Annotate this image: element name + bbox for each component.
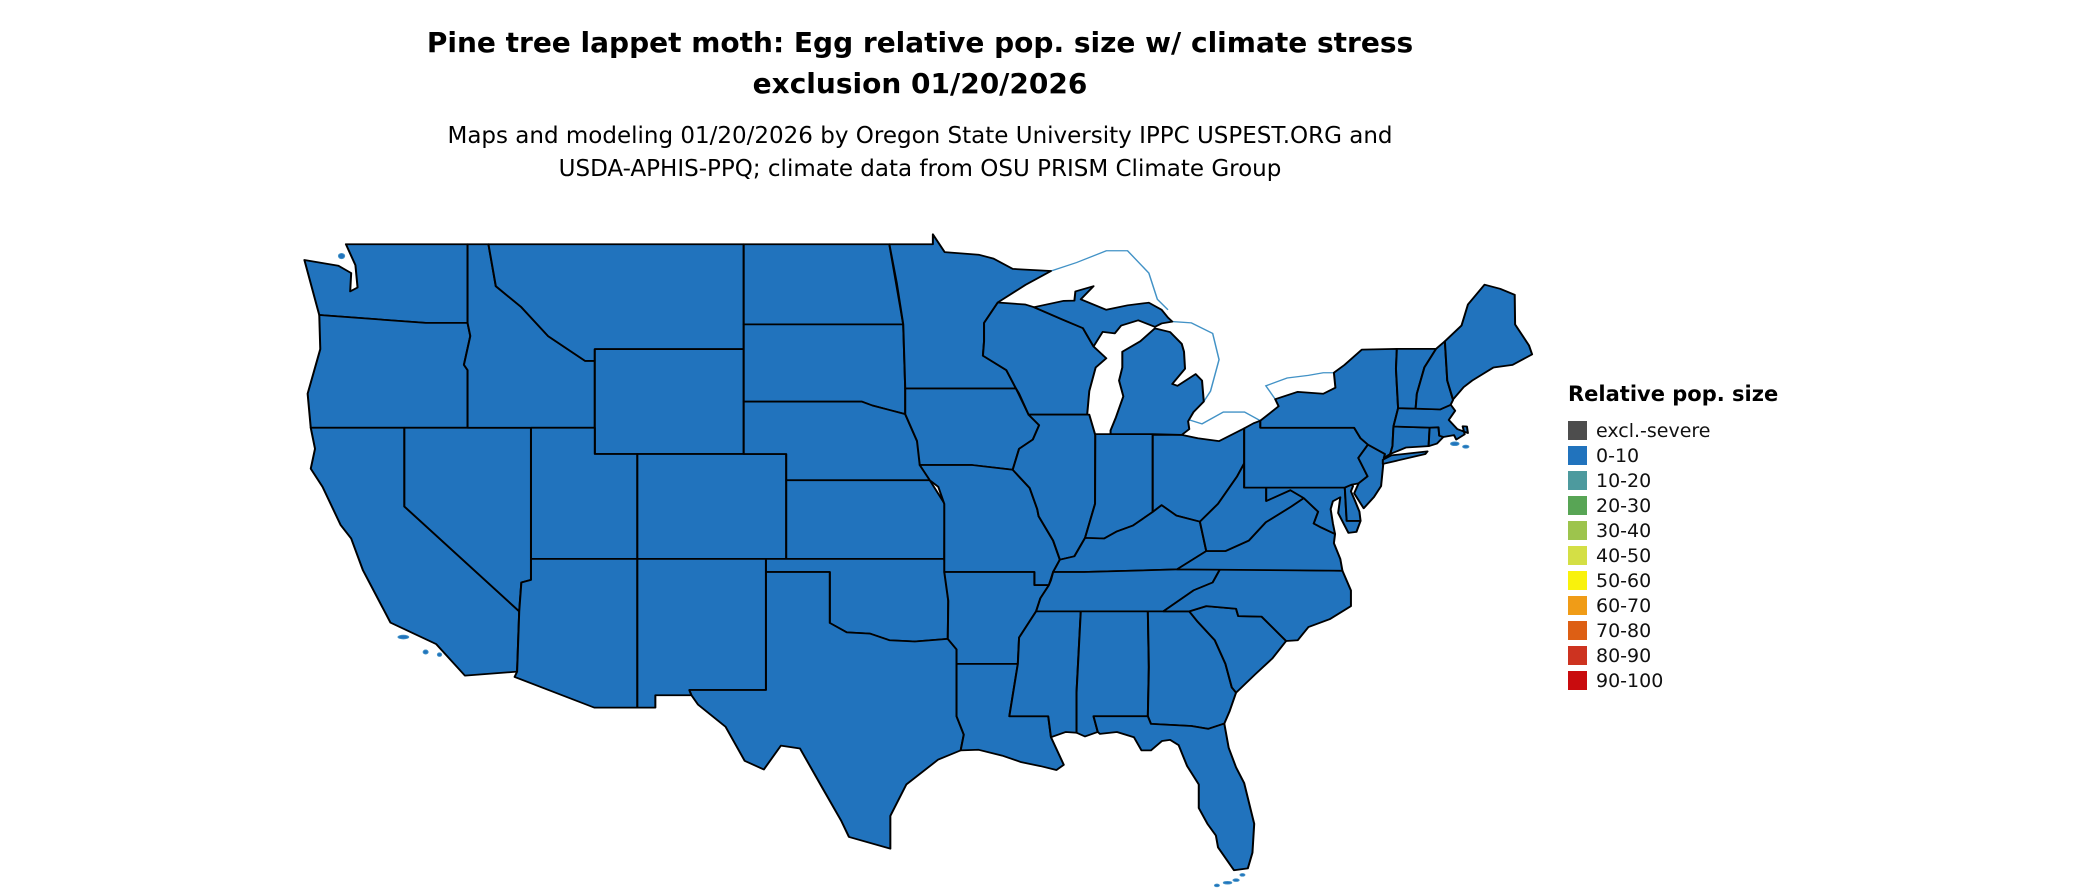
legend-item: excl.-severe — [1568, 418, 1828, 443]
legend-swatch — [1568, 621, 1587, 640]
legend-swatch — [1568, 546, 1587, 565]
legend-item-label: 80-90 — [1596, 644, 1652, 667]
legend-item: 10-20 — [1568, 468, 1828, 493]
legend-item-label: 40-50 — [1596, 544, 1652, 567]
subtitle-block: Maps and modeling 01/20/2026 by Oregon S… — [0, 120, 1840, 186]
island — [337, 252, 346, 260]
legend-item: 70-80 — [1568, 618, 1828, 643]
legend-item: 20-30 — [1568, 493, 1828, 518]
island — [1450, 441, 1460, 447]
water-outline — [1189, 411, 1261, 425]
island — [1232, 878, 1240, 882]
state-nc — [1162, 568, 1352, 642]
island — [1213, 883, 1220, 888]
legend-swatch — [1568, 421, 1587, 440]
legend-swatch — [1568, 671, 1587, 690]
legend-title: Relative pop. size — [1568, 382, 1779, 406]
legend-swatch — [1568, 596, 1587, 615]
state-me — [1443, 283, 1534, 401]
state-md — [1265, 486, 1362, 535]
legend-item: 80-90 — [1568, 643, 1828, 668]
legend-item-label: 60-70 — [1596, 594, 1652, 617]
state-pa — [1243, 419, 1369, 489]
legend-item-label: excl.-severe — [1596, 419, 1711, 442]
legend-swatch — [1568, 471, 1587, 490]
legend-swatch — [1568, 446, 1587, 465]
legend-swatch — [1568, 571, 1587, 590]
island — [397, 634, 410, 640]
state-wy — [593, 348, 745, 455]
island — [1222, 881, 1233, 885]
map-subtitle-line2: USDA-APHIS-PPQ; climate data from OSU PR… — [558, 156, 1282, 182]
water-outline — [1050, 250, 1169, 311]
state-sd — [742, 323, 907, 416]
legend-item: 0-10 — [1568, 443, 1828, 468]
island — [422, 649, 429, 655]
island — [436, 652, 443, 657]
legend-item-label: 20-30 — [1596, 494, 1652, 517]
island — [1239, 873, 1246, 877]
legend-item: 40-50 — [1568, 543, 1828, 568]
water-outline — [1264, 372, 1334, 400]
state-ct — [1389, 425, 1431, 455]
map-title-line1: Pine tree lappet moth: Egg relative pop.… — [426, 26, 1414, 59]
state-mi_lower — [1109, 327, 1205, 436]
legend-item-label: 0-10 — [1596, 444, 1640, 467]
state-wa — [303, 243, 469, 324]
island — [1462, 444, 1470, 449]
legend: Relative pop. size excl.-severe 0-10 10-20… — [1568, 382, 1828, 693]
us-map — [298, 218, 1553, 890]
state-tx — [688, 571, 965, 850]
map-subtitle-line1: Maps and modeling 01/20/2026 by Oregon S… — [447, 123, 1393, 149]
state-fl — [1092, 715, 1256, 872]
legend-item-label: 10-20 — [1596, 469, 1652, 492]
legend-swatch — [1568, 496, 1587, 515]
water-outline — [1172, 320, 1220, 402]
state-az — [513, 558, 639, 709]
legend-item: 90-100 — [1568, 668, 1828, 693]
state-nd — [742, 243, 905, 326]
state-nm — [636, 558, 767, 709]
legend-item-label: 30-40 — [1596, 519, 1652, 542]
legend-items: excl.-severe 0-10 10-20 20-30 30-40 40-50 50-6… — [1568, 418, 1828, 693]
us-map-svg — [303, 233, 1534, 888]
state-or — [306, 314, 472, 429]
map-title-line2: exclusion 01/20/2026 — [752, 67, 1088, 100]
state-li — [1381, 450, 1429, 465]
state-ks — [785, 479, 946, 560]
legend-item-label: 70-80 — [1596, 619, 1652, 642]
legend-swatch — [1568, 646, 1587, 665]
legend-item-label: 50-60 — [1596, 569, 1652, 592]
legend-item-label: 90-100 — [1596, 669, 1664, 692]
state-mi_up — [1032, 285, 1174, 348]
title-block: Pine tree lappet moth: Egg relative pop.… — [0, 22, 1840, 186]
legend-item: 60-70 — [1568, 593, 1828, 618]
legend-swatch — [1568, 521, 1587, 540]
legend-item: 30-40 — [1568, 518, 1828, 543]
state-co — [636, 453, 788, 560]
legend-item: 50-60 — [1568, 568, 1828, 593]
